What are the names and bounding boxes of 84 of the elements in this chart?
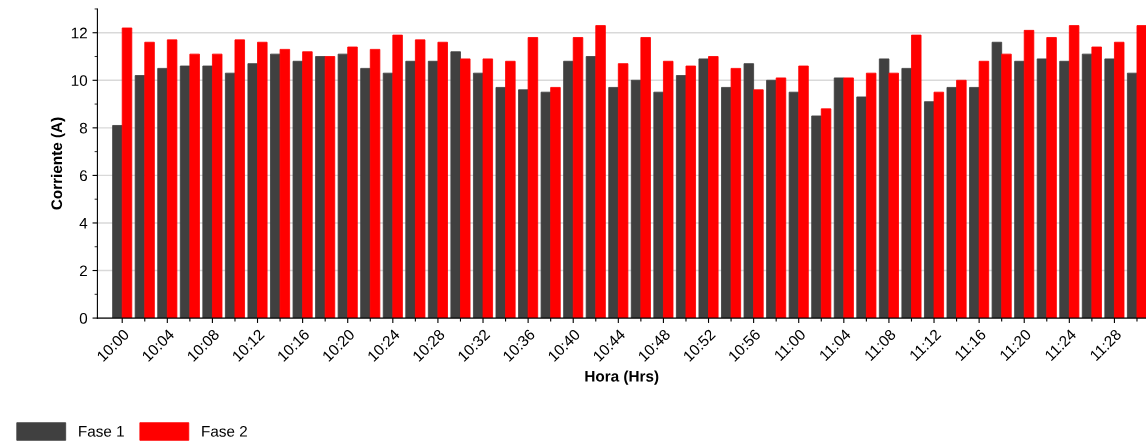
bar — [144, 41, 155, 319]
bar — [347, 46, 358, 319]
bar — [505, 60, 516, 319]
bar — [911, 34, 922, 319]
bar — [888, 72, 899, 319]
y-tick-label: 4 — [79, 217, 88, 229]
bar — [460, 58, 471, 319]
bar — [811, 115, 822, 319]
bar — [1001, 53, 1012, 319]
bar — [933, 91, 945, 319]
bar — [1091, 46, 1102, 319]
bar — [212, 53, 223, 319]
bar — [698, 58, 709, 319]
legend-label: Fase 1 — [79, 426, 124, 437]
bar — [775, 77, 787, 319]
bar — [540, 91, 552, 319]
bar — [121, 27, 133, 319]
bar — [743, 63, 755, 319]
bar — [324, 56, 336, 319]
legend-label: Fase 2 — [202, 425, 247, 437]
bar — [360, 67, 371, 319]
bar — [157, 67, 168, 319]
bar — [1014, 60, 1025, 319]
y-tick-label: 10 — [71, 75, 88, 86]
bar — [991, 41, 1003, 319]
bar — [563, 60, 574, 319]
bar — [527, 37, 539, 319]
y-tick-label: 6 — [79, 170, 88, 182]
bar — [550, 87, 561, 319]
bar — [112, 125, 123, 319]
bar — [257, 41, 268, 319]
bar — [1059, 60, 1070, 319]
bar — [617, 63, 629, 319]
bar — [946, 87, 957, 319]
bar — [572, 37, 584, 319]
bar — [302, 51, 313, 319]
bar — [315, 56, 326, 319]
bar — [956, 79, 967, 319]
bar — [1136, 25, 1146, 319]
bar — [405, 60, 416, 319]
bar — [901, 67, 912, 319]
bar — [482, 58, 494, 319]
bar — [788, 91, 800, 319]
bar — [495, 87, 506, 319]
bar — [450, 51, 461, 319]
bar — [1114, 41, 1125, 319]
bar — [1068, 25, 1080, 319]
bar — [663, 60, 674, 319]
bar — [414, 39, 426, 319]
bar — [166, 39, 178, 319]
bar — [337, 53, 349, 319]
bar — [865, 72, 877, 319]
bar — [369, 48, 381, 319]
y-tick-label: 0 — [79, 312, 88, 324]
bar — [685, 65, 696, 319]
bar — [798, 65, 809, 319]
bar — [1104, 58, 1115, 319]
bar — [640, 37, 651, 319]
bar — [753, 89, 764, 319]
bar — [843, 77, 854, 319]
bar — [392, 34, 403, 319]
bar — [653, 91, 664, 319]
y-tick-label: 12 — [71, 27, 87, 39]
bar — [708, 56, 719, 319]
y-axis-title: Corriente (A) — [50, 117, 66, 210]
bar — [595, 25, 606, 319]
y-tick-label: 8 — [79, 122, 88, 134]
bar — [730, 67, 742, 319]
bar — [202, 65, 213, 319]
bar — [856, 96, 867, 319]
bar — [978, 60, 990, 319]
x-axis-title: Hora (Hrs) — [585, 370, 659, 385]
bar — [1023, 29, 1035, 319]
bar — [279, 48, 291, 319]
bar — [1046, 37, 1057, 319]
y-tick-label: 2 — [79, 265, 87, 277]
bar — [234, 39, 245, 319]
bar — [608, 87, 619, 319]
bar — [437, 41, 448, 319]
bar — [247, 63, 258, 319]
bar — [820, 108, 832, 319]
bar — [292, 60, 304, 319]
bar — [766, 79, 777, 319]
bar — [189, 53, 200, 319]
